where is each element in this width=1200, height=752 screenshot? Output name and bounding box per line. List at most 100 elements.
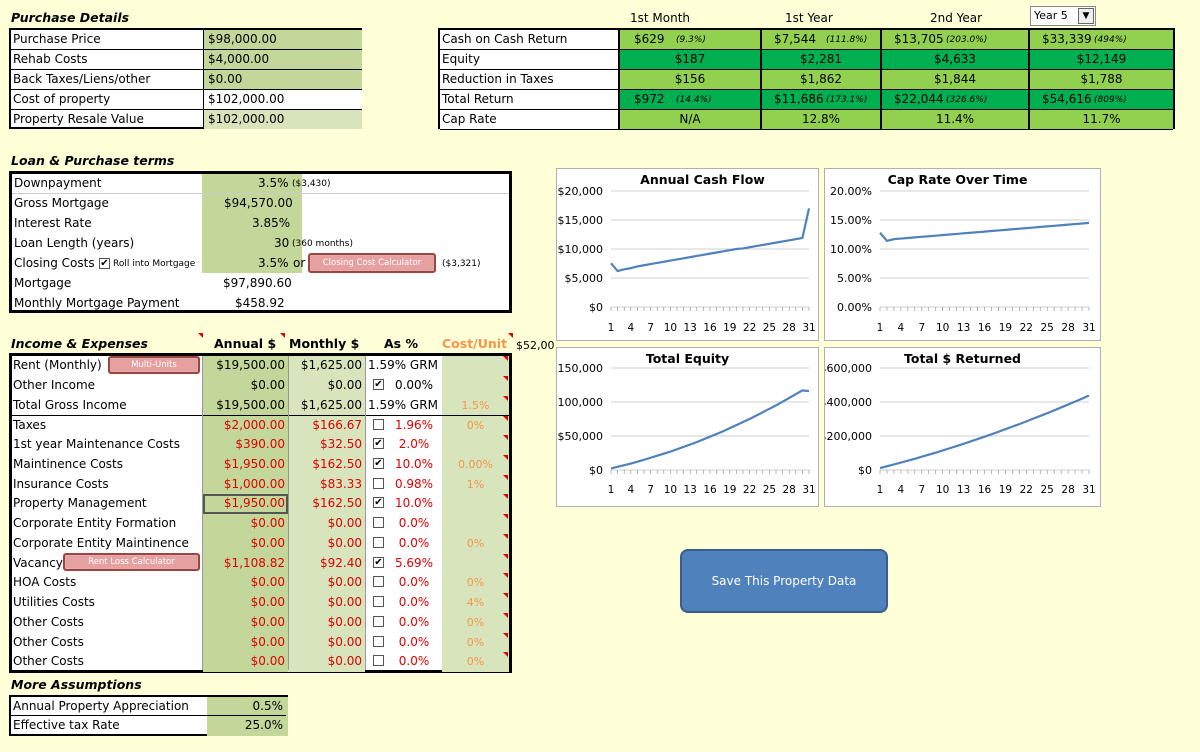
- income-cost-unit[interactable]: 0%: [442, 612, 509, 633]
- income-cost-unit[interactable]: [442, 494, 509, 515]
- income-monthly[interactable]: $166.67: [288, 416, 365, 437]
- income-pct: 5.69%: [394, 555, 434, 570]
- income-annual[interactable]: $0.00: [203, 593, 288, 613]
- income-cost-unit[interactable]: 1%: [442, 474, 509, 495]
- returns-row-label: Equity: [440, 50, 620, 69]
- comment-marker: [503, 652, 508, 658]
- income-annual[interactable]: $0.00: [203, 514, 288, 534]
- returns-row: Total Return $972 (14.4%) $11,686 (173.1%) $2…: [440, 90, 1175, 110]
- income-monthly[interactable]: $32.50: [288, 435, 365, 455]
- expense-checkbox[interactable]: ✔: [373, 556, 384, 568]
- expense-checkbox[interactable]: [373, 635, 384, 647]
- expense-checkbox[interactable]: [373, 536, 384, 548]
- year-select[interactable]: Year 5 ▼: [1030, 6, 1096, 26]
- save-property-button[interactable]: Save This Property Data: [680, 549, 888, 613]
- expense-checkbox[interactable]: [373, 655, 384, 667]
- income-annual[interactable]: $0.00: [203, 632, 288, 653]
- income-annual[interactable]: $390.00: [203, 435, 288, 455]
- income-monthly[interactable]: $1,625.00: [288, 395, 365, 416]
- chart-svg: 20.00% 15.00% 10.00% 5.00% 0.00% 1 4 7 10 13 16 19 2…: [830, 185, 1096, 334]
- income-annual[interactable]: $2,000.00: [203, 416, 288, 437]
- x-tick-label: 4: [627, 484, 634, 496]
- income-annual[interactable]: $0.00: [203, 612, 288, 633]
- income-monthly[interactable]: $162.50: [288, 494, 365, 515]
- income-annual[interactable]: $1,950.00: [203, 494, 288, 515]
- income-monthly[interactable]: $83.33: [288, 474, 365, 495]
- income-cost-unit[interactable]: [442, 514, 509, 534]
- income-monthly[interactable]: $0.00: [288, 573, 365, 594]
- returns-cell: $11,686 (173.1%): [762, 90, 882, 109]
- income-monthly[interactable]: $0.00: [288, 593, 365, 613]
- gross-mortgage-value: $94,570.00: [224, 196, 293, 210]
- income-monthly[interactable]: $0.00: [288, 632, 365, 653]
- income-cost-unit[interactable]: [442, 435, 509, 455]
- expense-checkbox[interactable]: [373, 419, 384, 431]
- tax-rate-input[interactable]: 25.0%: [244, 718, 283, 732]
- chevron-down-icon[interactable]: ▼: [1078, 8, 1094, 24]
- income-annual[interactable]: $0.00: [203, 652, 288, 673]
- column-divider: [365, 356, 366, 670]
- returns-value: $156: [674, 72, 706, 86]
- income-monthly[interactable]: $92.40: [288, 553, 365, 574]
- income-row-label: Other Income: [13, 377, 96, 392]
- income-cost-unit[interactable]: 0%: [442, 632, 509, 653]
- income-monthly[interactable]: $0.00: [288, 514, 365, 534]
- purchase-row-value[interactable]: $98,000.00: [203, 30, 362, 49]
- income-cost-unit[interactable]: 4%: [442, 593, 509, 613]
- appreciation-input[interactable]: 0.5%: [252, 699, 284, 713]
- income-annual[interactable]: $19,500.00: [203, 395, 288, 416]
- y-tick-label: 5.00%: [837, 272, 872, 285]
- income-monthly[interactable]: $0.00: [288, 652, 365, 673]
- income-cost-unit[interactable]: [442, 553, 509, 574]
- income-cost-unit[interactable]: 0%: [442, 652, 509, 673]
- x-tick-label: 7: [647, 484, 654, 496]
- income-annual[interactable]: $1,108.82: [203, 553, 288, 574]
- interest-rate-input[interactable]: 3.85%: [252, 216, 291, 230]
- downpayment-input[interactable]: 3.5%: [258, 176, 289, 190]
- income-annual[interactable]: $0.00: [203, 375, 288, 396]
- expense-checkbox[interactable]: [373, 477, 384, 489]
- income-monthly[interactable]: $0.00: [288, 612, 365, 633]
- income-cost-unit[interactable]: 0%: [442, 416, 509, 437]
- expense-checkbox[interactable]: [373, 517, 384, 528]
- expense-checkbox[interactable]: ✔: [373, 378, 384, 390]
- income-cost-unit[interactable]: [442, 375, 509, 396]
- expense-checkbox[interactable]: ✔: [373, 438, 384, 449]
- roll-into-mortgage-checkbox[interactable]: ✔: [99, 258, 110, 269]
- expense-checkbox[interactable]: [373, 596, 384, 607]
- monthly-payment-value: $458.92: [235, 296, 285, 310]
- closing-cost-calculator-button[interactable]: Closing Cost Calculator: [308, 253, 436, 273]
- purchase-row-value[interactable]: $4,000.00: [203, 50, 362, 69]
- returns-value: N/A: [679, 112, 701, 126]
- multi-units-button[interactable]: Multi-Units: [108, 356, 200, 374]
- income-cost-unit[interactable]: 0.00%: [442, 454, 509, 475]
- x-tick-label: 19: [999, 484, 1012, 496]
- returns-cell: N/A: [620, 110, 762, 129]
- expense-checkbox[interactable]: ✔: [373, 457, 384, 469]
- purchase-row-value[interactable]: $0.00: [203, 70, 362, 89]
- rent-loss-calculator-button[interactable]: Rent Loss Calculator: [63, 553, 200, 571]
- expense-checkbox[interactable]: ✔: [373, 497, 384, 509]
- loan-length-input[interactable]: 30: [274, 236, 290, 250]
- income-monthly[interactable]: $162.50: [288, 454, 365, 475]
- interest-rate-label: Interest Rate: [14, 216, 92, 230]
- expense-checkbox[interactable]: [373, 615, 384, 627]
- income-annual[interactable]: $1,950.00: [203, 454, 288, 475]
- income-annual[interactable]: $19,500.00: [203, 356, 288, 376]
- income-monthly[interactable]: $0.00: [288, 533, 365, 554]
- income-annual[interactable]: $0.00: [203, 533, 288, 554]
- x-tick-label: 10: [936, 322, 949, 334]
- expense-checkbox[interactable]: [373, 576, 384, 588]
- income-cost-unit[interactable]: 0%: [442, 533, 509, 554]
- returns-cell: $54,616 (809%): [1030, 90, 1175, 109]
- income-annual[interactable]: $1,000.00: [203, 474, 288, 495]
- income-annual[interactable]: $0.00: [203, 573, 288, 594]
- x-tick-label: 10: [664, 322, 677, 334]
- income-cost-unit[interactable]: 1.5%: [442, 395, 509, 416]
- income-monthly[interactable]: $0.00: [288, 375, 365, 396]
- income-cost-unit[interactable]: [442, 356, 509, 376]
- income-monthly[interactable]: $1,625.00: [288, 356, 365, 376]
- income-cost-unit[interactable]: 0%: [442, 573, 509, 594]
- closing-costs-input[interactable]: 3.5%: [258, 256, 289, 270]
- returns-row: Cap Rate N/A 12.8% 11.4% 11.7%: [440, 110, 1175, 130]
